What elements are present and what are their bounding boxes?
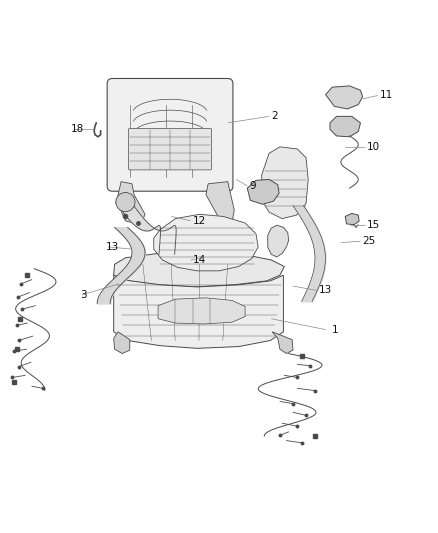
Polygon shape [345, 213, 359, 225]
Polygon shape [158, 298, 245, 324]
Text: 1: 1 [332, 325, 339, 335]
Polygon shape [206, 182, 234, 225]
Polygon shape [325, 86, 363, 109]
Text: 12: 12 [193, 216, 206, 226]
Text: 25: 25 [363, 236, 376, 246]
Text: 13: 13 [319, 286, 332, 295]
Polygon shape [114, 251, 284, 287]
Text: 13: 13 [106, 242, 119, 252]
Polygon shape [272, 332, 293, 353]
Text: 15: 15 [367, 220, 380, 230]
FancyBboxPatch shape [107, 78, 233, 191]
Text: 18: 18 [71, 124, 84, 134]
Polygon shape [247, 180, 279, 204]
Text: 9: 9 [250, 181, 256, 191]
Polygon shape [261, 147, 308, 219]
Text: 3: 3 [80, 290, 86, 300]
Text: 10: 10 [367, 142, 380, 152]
Circle shape [116, 192, 135, 212]
Polygon shape [114, 275, 283, 349]
Text: 11: 11 [380, 91, 393, 100]
Polygon shape [330, 116, 360, 137]
Polygon shape [114, 332, 130, 353]
FancyBboxPatch shape [128, 128, 212, 170]
Text: 2: 2 [271, 111, 278, 122]
Polygon shape [154, 214, 258, 271]
Text: 14: 14 [193, 255, 206, 265]
Polygon shape [268, 225, 289, 257]
Polygon shape [117, 182, 145, 225]
